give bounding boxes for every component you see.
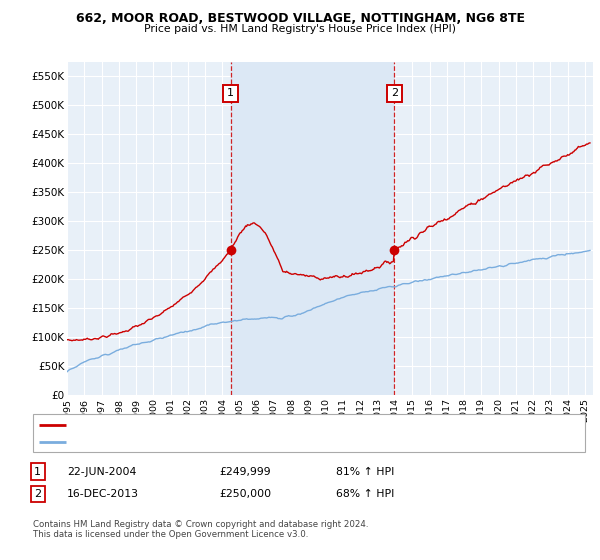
Text: 2: 2 [34, 489, 41, 499]
Text: 81% ↑ HPI: 81% ↑ HPI [336, 466, 394, 477]
Text: HPI: Average price, detached house, Ashfield: HPI: Average price, detached house, Ashf… [72, 438, 286, 447]
Text: 2: 2 [391, 88, 398, 99]
Text: 662, MOOR ROAD, BESTWOOD VILLAGE, NOTTINGHAM, NG6 8TE: 662, MOOR ROAD, BESTWOOD VILLAGE, NOTTIN… [76, 12, 524, 25]
Text: £250,000: £250,000 [219, 489, 271, 499]
Text: 1: 1 [227, 88, 234, 99]
Text: Price paid vs. HM Land Registry's House Price Index (HPI): Price paid vs. HM Land Registry's House … [144, 24, 456, 34]
Text: 68% ↑ HPI: 68% ↑ HPI [336, 489, 394, 499]
Bar [230, 62, 394, 395]
Text: 16-DEC-2013: 16-DEC-2013 [67, 489, 139, 499]
Text: 1: 1 [34, 466, 41, 477]
Text: 662, MOOR ROAD, BESTWOOD VILLAGE, NOTTINGHAM, NG6 8TE (detached house): 662, MOOR ROAD, BESTWOOD VILLAGE, NOTTIN… [72, 420, 464, 429]
Text: Contains HM Land Registry data © Crown copyright and database right 2024.
This d: Contains HM Land Registry data © Crown c… [33, 520, 368, 539]
Text: £249,999: £249,999 [219, 466, 271, 477]
Text: 22-JUN-2004: 22-JUN-2004 [67, 466, 137, 477]
